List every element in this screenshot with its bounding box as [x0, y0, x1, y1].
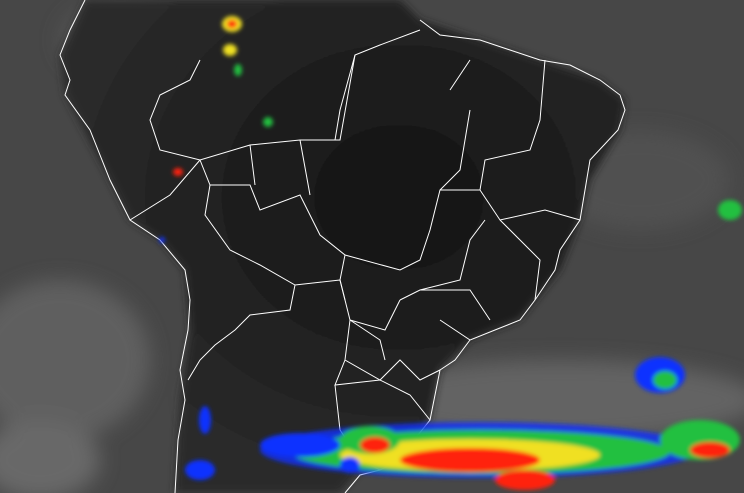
brazil-border-west	[199, 159, 441, 381]
cold-cloud-tops-south	[185, 200, 742, 490]
cold-cloud-tops-north	[159, 16, 273, 243]
country-borders	[59, 0, 626, 493]
brazil-border-north	[149, 29, 421, 161]
paraguay-argentina-border	[187, 279, 386, 381]
south-america-landmass	[60, 0, 625, 493]
coastline-west	[59, 0, 191, 493]
brazil-states	[299, 59, 581, 341]
amazonas-borders	[249, 54, 356, 186]
peru-bolivia-border	[129, 159, 341, 286]
